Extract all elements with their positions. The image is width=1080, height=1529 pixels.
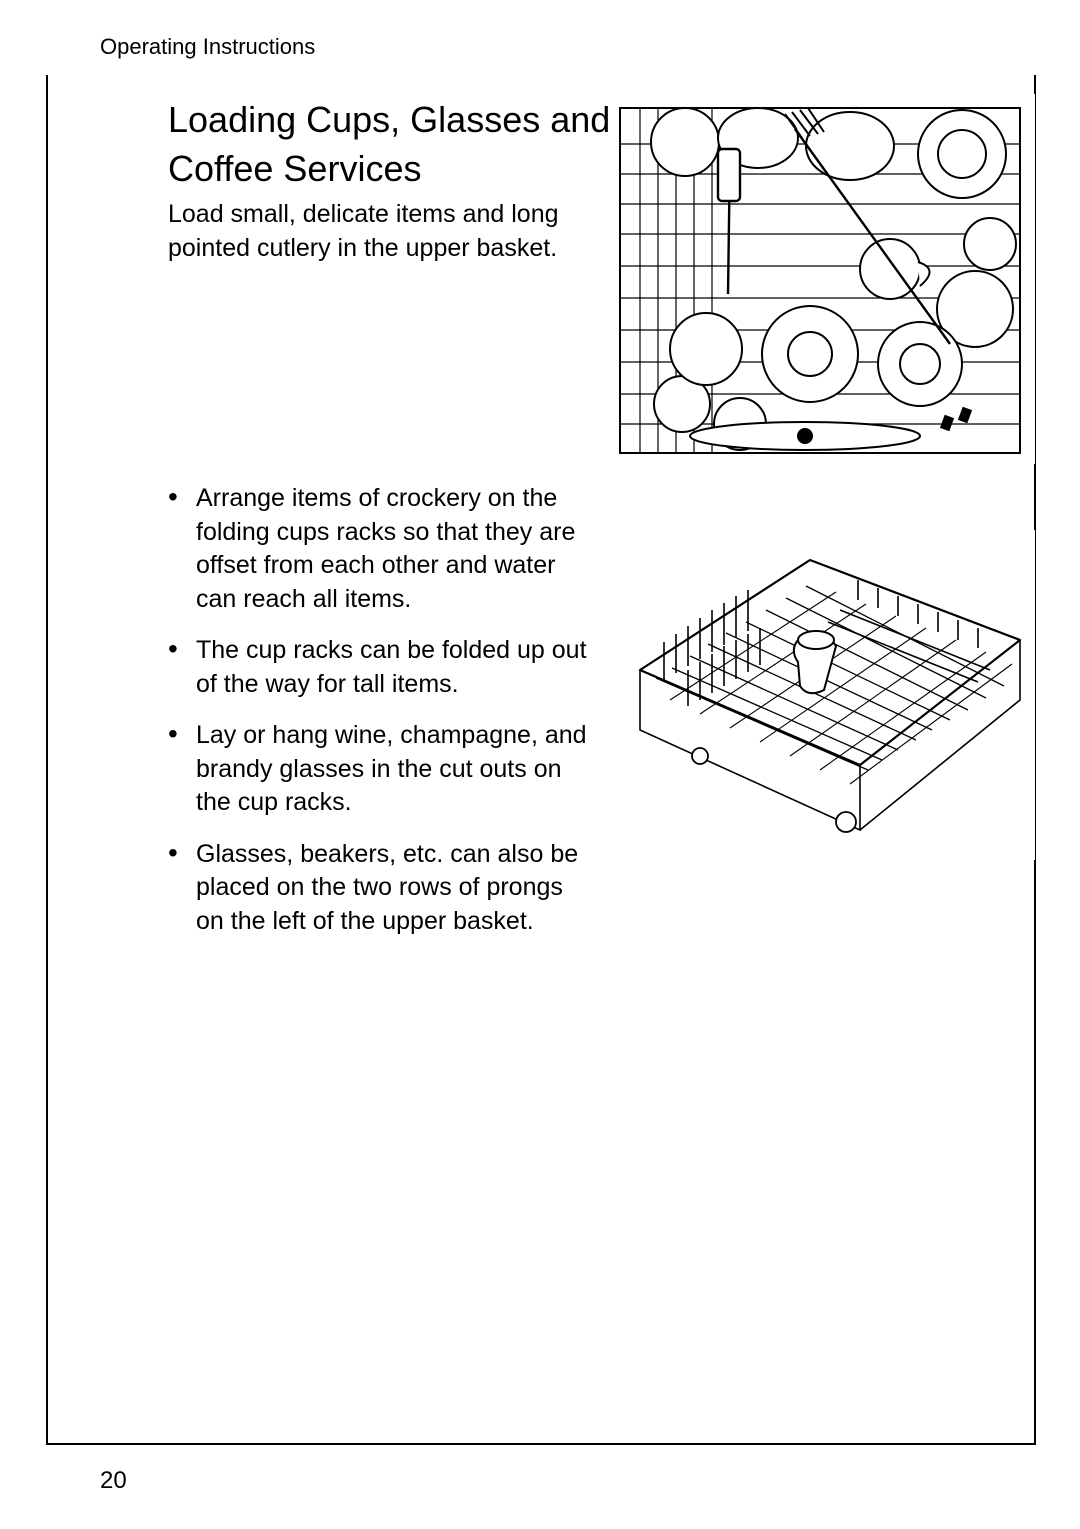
figure-basket-loaded-top: [610, 94, 1035, 464]
running-header: Operating Instructions: [100, 34, 315, 60]
instruction-list: Arrange items of crockery on the folding…: [168, 482, 588, 956]
list-item: Lay or hang wine, champagne, and brandy …: [168, 719, 588, 820]
section-title-line1: Loading Cups, Glasses and: [168, 99, 610, 140]
list-item: Glasses, beakers, etc. can also be place…: [168, 838, 588, 939]
figure-basket-isometric: [610, 530, 1035, 860]
list-item: The cup racks can be folded up out of th…: [168, 634, 588, 701]
section-title-line2: Coffee Services: [168, 148, 421, 189]
page-number: 20: [100, 1467, 127, 1495]
section-title: Loading Cups, Glasses and Coffee Service…: [168, 96, 668, 193]
list-item: Arrange items of crockery on the folding…: [168, 482, 588, 616]
intro-paragraph: Load small, delicate items and long poin…: [168, 198, 588, 266]
